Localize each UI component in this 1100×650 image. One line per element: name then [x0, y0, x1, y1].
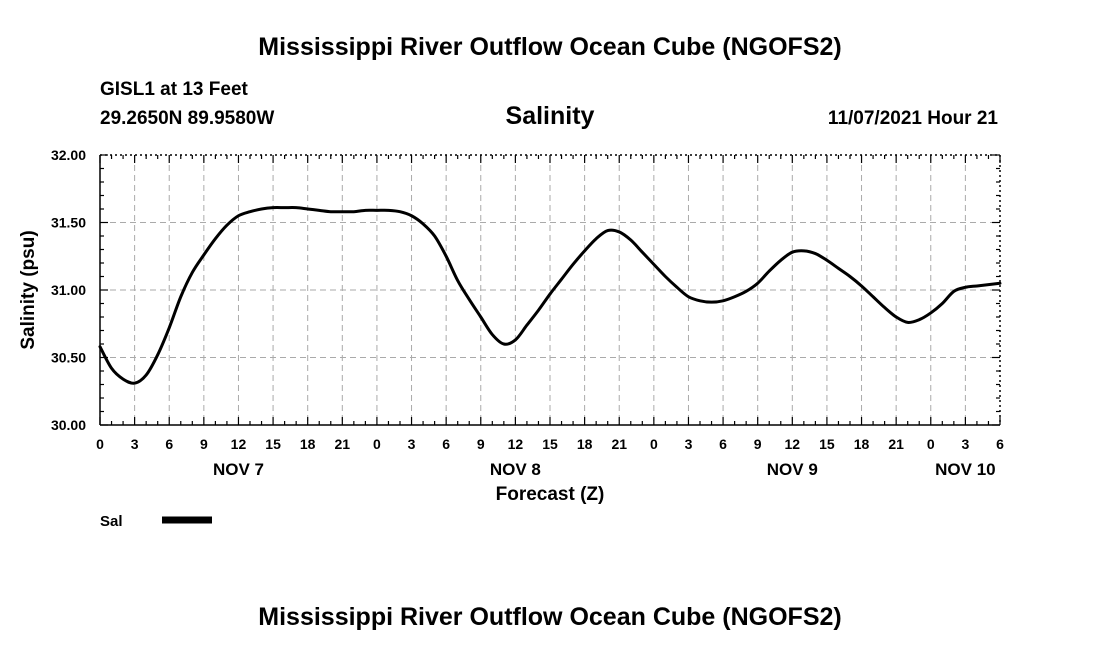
day-label-2: NOV 9: [767, 460, 818, 479]
y-axis-label: Salinity (psu): [18, 230, 39, 349]
x-tick-label-5: 15: [265, 436, 281, 452]
y-tick-label-0: 30.00: [51, 417, 86, 433]
day-label-1: NOV 8: [490, 460, 541, 479]
legend: Sal: [100, 513, 212, 530]
y-tick-label-4: 32.00: [51, 147, 86, 163]
page-title: Mississippi River Outflow Ocean Cube (NG…: [258, 33, 841, 61]
y-tick-label-3: 31.50: [51, 215, 86, 231]
series-layer: [98, 206, 1002, 385]
x-axis-label: Forecast (Z): [496, 484, 605, 505]
x-tick-label-22: 18: [854, 436, 870, 452]
x-tick-label-26: 6: [996, 436, 1004, 452]
x-tick-label-1: 3: [131, 436, 139, 452]
grid-lines: [100, 155, 1000, 425]
x-tick-label-9: 3: [408, 436, 416, 452]
x-tick-label-24: 0: [927, 436, 935, 452]
x-tick-label-8: 0: [373, 436, 381, 452]
tick-marks: [99, 154, 1001, 426]
x-tick-label-10: 6: [442, 436, 450, 452]
legend-label-sal: Sal: [100, 513, 123, 530]
x-tick-label-11: 9: [477, 436, 485, 452]
x-tick-label-3: 9: [200, 436, 208, 452]
x-tick-label-13: 15: [542, 436, 558, 452]
x-tick-label-15: 21: [611, 436, 627, 452]
x-tick-label-0: 0: [96, 436, 104, 452]
x-tick-label-16: 0: [650, 436, 658, 452]
x-tick-label-14: 18: [577, 436, 593, 452]
x-tick-label-21: 15: [819, 436, 835, 452]
x-tick-label-17: 3: [685, 436, 693, 452]
x-tick-label-20: 12: [785, 436, 801, 452]
x-tick-label-4: 12: [231, 436, 247, 452]
x-tick-label-12: 12: [508, 436, 524, 452]
x-tick-label-18: 6: [719, 436, 727, 452]
day-label-0: NOV 7: [213, 460, 264, 479]
footer-title: Mississippi River Outflow Ocean Cube (NG…: [258, 603, 841, 631]
x-tick-label-2: 6: [165, 436, 173, 452]
x-tick-label-23: 21: [888, 436, 904, 452]
tick-labels: 0 3 6 9 12 15 18 21 0 3 6 9 12 15 18 21 0 3 6 9 12 15 18 21 0 3 6 3…: [51, 147, 1004, 479]
x-tick-label-25: 3: [961, 436, 969, 452]
day-label-3: NOV 10: [935, 460, 995, 479]
series-line-sal: [98, 206, 1002, 385]
station-label: GISL1 at 13 Feet: [100, 79, 249, 100]
run-time-label: 11/07/2021 Hour 21: [828, 108, 998, 129]
y-tick-label-1: 30.50: [51, 350, 86, 366]
x-tick-label-6: 18: [300, 436, 316, 452]
chart-title: Salinity: [506, 102, 595, 130]
x-tick-label-19: 9: [754, 436, 762, 452]
y-tick-label-2: 31.00: [51, 282, 86, 298]
location-label: 29.2650N 89.9580W: [100, 108, 274, 129]
x-tick-label-7: 21: [335, 436, 351, 452]
